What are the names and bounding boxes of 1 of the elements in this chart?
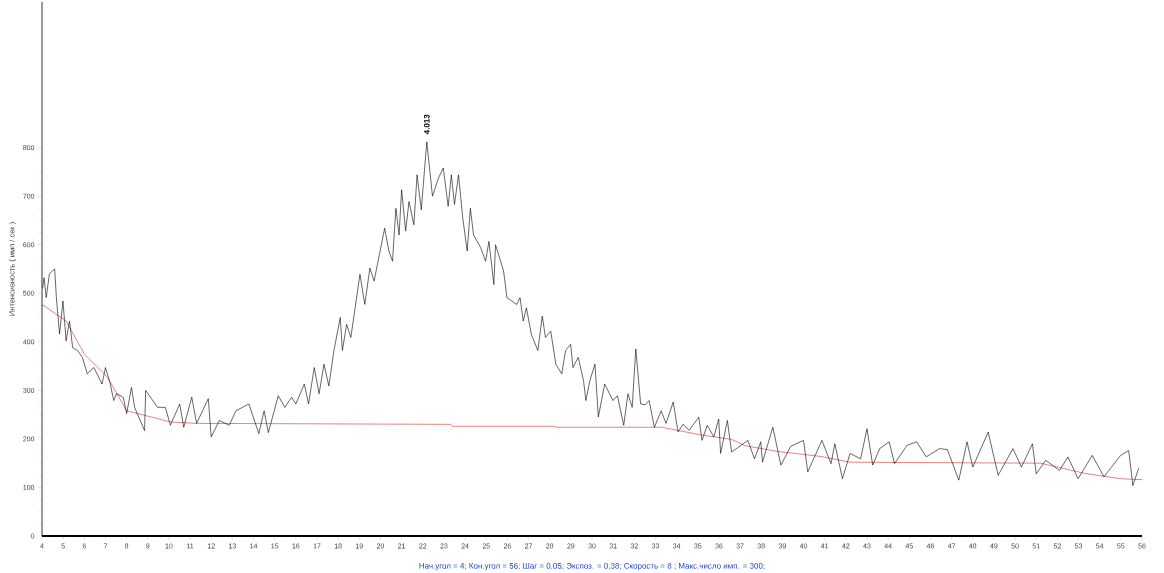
line-series xyxy=(41,304,1143,480)
